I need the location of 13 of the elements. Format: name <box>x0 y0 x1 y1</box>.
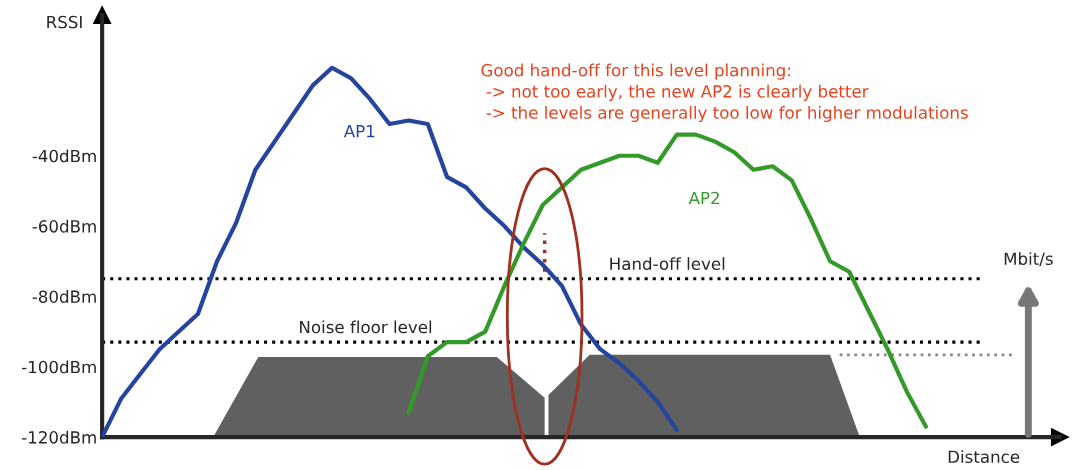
text: AP2 <box>688 191 719 205</box>
y-tick-label: -60dBm <box>32 219 96 233</box>
y-tick-label: -120dBm <box>22 430 96 444</box>
y-tick-label: -80dBm <box>32 290 96 303</box>
ref-line-label: Hand-off level <box>610 257 725 271</box>
series-label: AP1 <box>343 125 375 138</box>
y-tick-label: -100dBm <box>22 360 96 374</box>
y-tick-label: -40dBm <box>32 149 96 163</box>
ref-line-label: Noise floor level <box>300 320 432 334</box>
y2-axis-title: Mbit/s <box>1004 252 1053 267</box>
x-axis-title: Distance <box>948 450 1020 464</box>
annotation: Good hand-off for this level planning: -> not too early, the new AP2 is clearly better -> the levels are generally too low for higher modulations <box>481 63 968 123</box>
y-axis-title: RSSI <box>47 15 82 29</box>
